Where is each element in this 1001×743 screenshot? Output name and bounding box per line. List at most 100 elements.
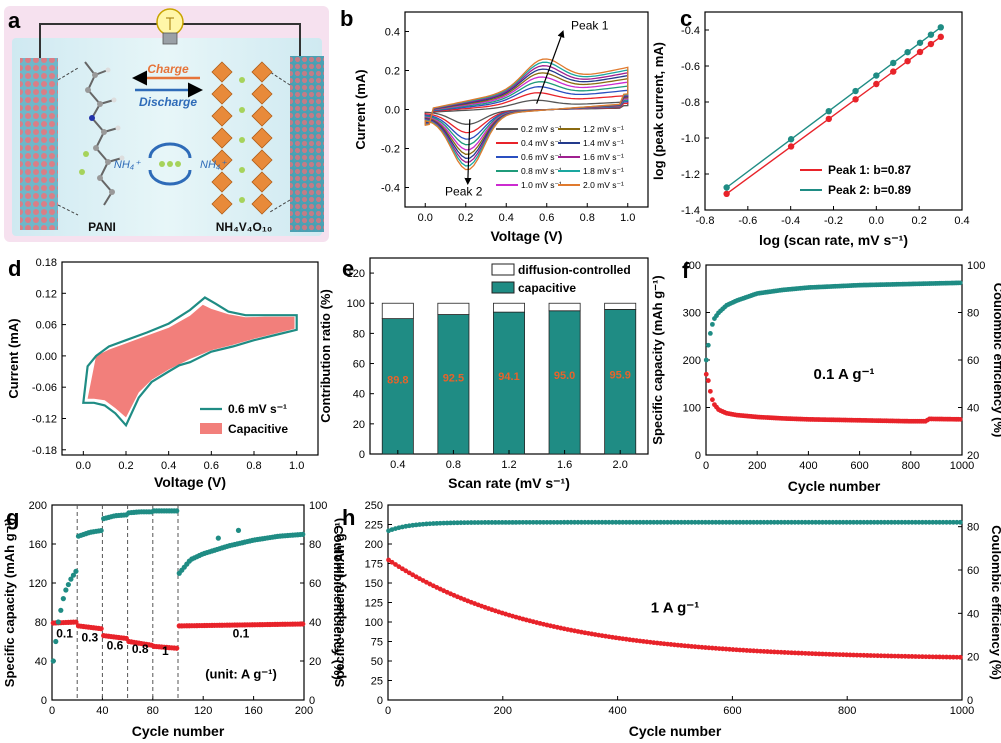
capacity-point bbox=[696, 644, 701, 650]
capacity-point bbox=[751, 648, 757, 654]
capacity-point bbox=[396, 564, 402, 570]
chart-f-frame bbox=[705, 264, 963, 456]
efficiency-point bbox=[599, 519, 605, 525]
capacity-point bbox=[709, 645, 715, 651]
efficiency-point bbox=[174, 508, 180, 514]
chart-e-xtick-label: 0.4 bbox=[390, 459, 405, 471]
cv-curve-0.4 bbox=[424, 92, 629, 134]
chart-b-ylabel: Current (mA) bbox=[353, 69, 368, 149]
efficiency-point bbox=[513, 519, 519, 525]
unit-note: (unit: A g⁻¹) bbox=[205, 667, 277, 682]
rate-label: 0.1 bbox=[233, 627, 250, 641]
data-point bbox=[904, 57, 911, 65]
chart-e-ytick-label: 0 bbox=[359, 449, 365, 461]
efficiency-point bbox=[861, 519, 867, 525]
efficiency-point bbox=[740, 519, 746, 525]
chart-g-y2tick-label: 60 bbox=[309, 578, 321, 590]
chart-g-ytick-label: 200 bbox=[29, 500, 47, 512]
efficiency-point bbox=[689, 519, 695, 525]
bar-data-label: 95.0 bbox=[554, 370, 575, 382]
chart-h-xtick-label: 800 bbox=[838, 705, 856, 717]
capacity-point bbox=[703, 645, 708, 650]
capacity-point bbox=[716, 646, 722, 651]
efficiency-point bbox=[506, 519, 512, 525]
chart-h-y2tick-label: 60 bbox=[967, 565, 979, 577]
capacity-point bbox=[785, 650, 791, 655]
ammonium-ions-in-layers bbox=[239, 77, 245, 203]
chart-f-xlabel: Cycle number bbox=[788, 478, 881, 494]
efficiency-point bbox=[523, 519, 529, 525]
efficiency-point bbox=[937, 519, 943, 525]
capacity-point bbox=[761, 649, 767, 654]
bar-diffusion bbox=[437, 302, 470, 315]
efficiency-point bbox=[592, 519, 598, 525]
capacity-point bbox=[830, 651, 836, 657]
chart-f-ytick-label: 100 bbox=[683, 403, 701, 415]
capacity-point bbox=[771, 649, 777, 655]
chart-f-xtick-label: 600 bbox=[850, 460, 868, 472]
legend-label: 0.4 mV s⁻¹ bbox=[521, 138, 562, 148]
capacity-point bbox=[878, 653, 884, 659]
nh4v4o10-layers bbox=[211, 61, 273, 215]
efficiency-point bbox=[789, 519, 794, 525]
efficiency-point bbox=[472, 520, 478, 525]
efficiency-point bbox=[55, 619, 61, 625]
legend-label: 1.4 mV s⁻¹ bbox=[583, 138, 624, 148]
legend-swatch-diffusion bbox=[491, 263, 515, 276]
capacity-point bbox=[386, 557, 391, 563]
legend-label: Peak 1: b=0.87 bbox=[828, 163, 911, 177]
efficiency-point bbox=[672, 519, 677, 525]
capacity-point bbox=[913, 654, 918, 659]
efficiency-point bbox=[610, 519, 615, 525]
chart-h-y2label: Coulombic efficiency (%) bbox=[989, 525, 1001, 680]
chart-g-ytick-label: 120 bbox=[29, 578, 47, 590]
efficiency-point bbox=[444, 520, 450, 526]
capacity-point bbox=[802, 650, 808, 656]
capacity-point bbox=[799, 650, 805, 656]
capacity-point bbox=[672, 642, 677, 648]
data-point bbox=[723, 190, 730, 197]
efficiency-point bbox=[613, 519, 619, 525]
panel-e-bar-chart: 0 20 40 60 80 100 120 89.8 0.4 92.5 0.8 94.1 1.2 95.0… bbox=[318, 257, 649, 491]
cv-curve-1.8 bbox=[424, 61, 629, 167]
efficiency-point bbox=[65, 581, 71, 588]
data-point bbox=[787, 143, 795, 150]
data-point bbox=[890, 59, 897, 67]
efficiency-point bbox=[868, 519, 874, 525]
efficiency-point bbox=[441, 520, 447, 526]
capacity-point bbox=[740, 647, 746, 653]
efficiency-point bbox=[751, 519, 757, 525]
chart-e-xtick-label: 0.8 bbox=[446, 459, 461, 471]
efficiency-point bbox=[603, 519, 608, 525]
efficiency-point bbox=[582, 519, 588, 525]
efficiency-point bbox=[579, 519, 584, 525]
chart-h-ytick-label: 100 bbox=[365, 617, 383, 629]
chart-b-ytick-label: 0.0 bbox=[385, 105, 400, 117]
efficiency-point bbox=[475, 520, 481, 525]
chart-c-ylabel: log (peak current, mA) bbox=[651, 42, 666, 180]
efficiency-point bbox=[696, 519, 701, 525]
chart-h-xtick-label: 400 bbox=[608, 705, 626, 717]
efficiency-point bbox=[730, 519, 736, 525]
capacity-point bbox=[854, 652, 860, 658]
efficiency-point bbox=[678, 519, 684, 525]
capacity-point bbox=[844, 652, 850, 658]
chart-e-ytick-label: 100 bbox=[347, 298, 365, 310]
efficiency-point bbox=[844, 519, 850, 525]
chart-c-ytick-label: -1.4 bbox=[681, 205, 700, 217]
efficiency-point bbox=[661, 519, 667, 525]
efficiency-point bbox=[554, 519, 560, 525]
efficiency-point bbox=[785, 519, 791, 525]
cv-outline bbox=[82, 296, 298, 428]
efficiency-point bbox=[468, 520, 474, 525]
chart-g-y2tick-label: 20 bbox=[309, 656, 321, 668]
efficiency-point bbox=[703, 357, 709, 363]
chart-e-xtick-label: 2.0 bbox=[613, 459, 628, 471]
efficiency-point bbox=[58, 607, 64, 613]
chart-b-ytick-label: -0.2 bbox=[381, 144, 400, 156]
capacity-point bbox=[947, 654, 953, 660]
capacity-point bbox=[875, 653, 881, 659]
panel-letter-b: b bbox=[340, 6, 353, 31]
chart-f-y2tick-label: 20 bbox=[967, 450, 979, 462]
efficiency-point bbox=[930, 519, 936, 525]
